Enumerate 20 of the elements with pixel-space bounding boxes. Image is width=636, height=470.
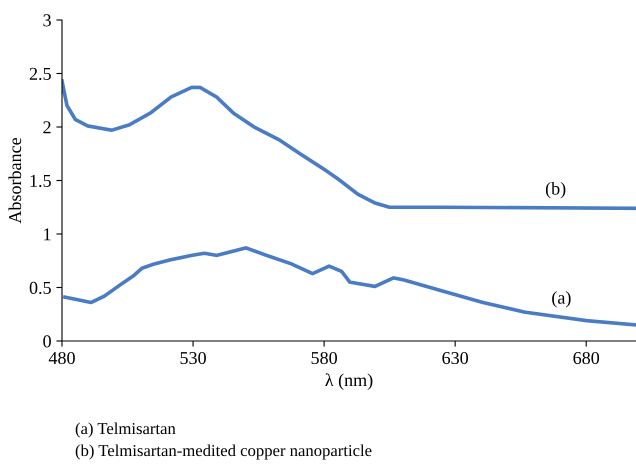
x-axis-title: λ (nm)	[325, 373, 372, 390]
annotation: (a)	[552, 291, 571, 308]
x-tick-label: 580	[312, 352, 337, 364]
y-tick-label: 2.5	[30, 68, 51, 80]
line-series	[62, 79, 636, 210]
y-tick-label: 2	[43, 121, 51, 134]
line-series	[63, 246, 636, 327]
x-tick-label: 530	[180, 352, 206, 364]
text: (b) Telmisartan-medited copper nanoparticle	[76, 444, 372, 460]
x-tick-label: 480	[48, 352, 75, 364]
y-tick-label: 0.5	[30, 282, 51, 294]
y-tick-label: 1.5	[30, 174, 51, 188]
x-tick-label: 630	[442, 352, 468, 364]
y-tick-label: 0	[43, 335, 51, 348]
y-tick-label: 1	[44, 228, 50, 240]
x-tick-label: 680	[573, 352, 600, 364]
y-tick-label: 3	[43, 14, 51, 26]
y-axis-title: Absorbance	[8, 138, 22, 224]
text: (a) Telmisartan	[76, 422, 176, 438]
annotation: (b)	[546, 182, 566, 198]
